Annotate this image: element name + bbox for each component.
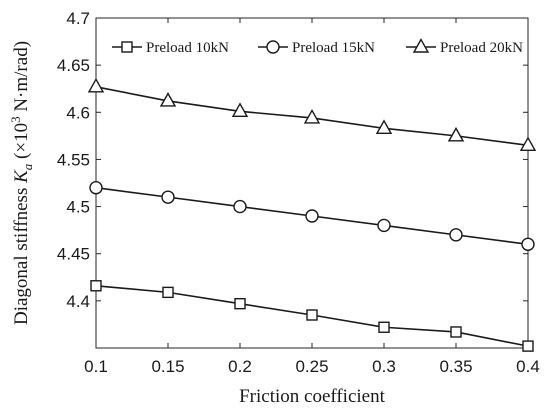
data-point-circle bbox=[233, 199, 247, 214]
data-point-square bbox=[306, 309, 318, 321]
legend: Preload 10kN Preload 15kN Preload 20kN bbox=[112, 38, 523, 56]
legend-label: Preload 10kN bbox=[146, 40, 229, 56]
y-axis-title-unit-close: N·m/rad) bbox=[11, 41, 32, 116]
y-tick-label: 4.6 bbox=[66, 103, 90, 122]
x-tick-label: 0.25 bbox=[295, 357, 328, 376]
data-point-circle bbox=[521, 237, 535, 251]
data-point-square bbox=[378, 321, 390, 333]
series-layer bbox=[87, 77, 537, 352]
plot-area bbox=[95, 17, 529, 349]
y-tick-label: 4.55 bbox=[57, 150, 90, 169]
y-tick-label: 4.65 bbox=[57, 56, 90, 75]
data-point-square bbox=[234, 297, 246, 310]
y-tick-label: 4.7 bbox=[66, 9, 90, 28]
series-1 bbox=[90, 280, 534, 352]
data-point-square bbox=[90, 280, 102, 292]
data-point-triangle bbox=[303, 109, 321, 124]
data-point-circle bbox=[305, 209, 319, 223]
legend-marker-circle bbox=[266, 40, 280, 54]
y-tick-label: 4.5 bbox=[66, 198, 90, 217]
series-2 bbox=[89, 181, 535, 251]
data-point-triangle bbox=[519, 136, 537, 151]
legend-marker-square bbox=[121, 41, 133, 53]
series-3 bbox=[87, 77, 537, 151]
x-tick-label: 0.35 bbox=[439, 357, 472, 376]
data-point-triangle bbox=[375, 119, 393, 135]
data-point-triangle bbox=[87, 77, 105, 93]
data-point-circle bbox=[89, 181, 103, 195]
legend-label: Preload 15kN bbox=[292, 40, 375, 56]
x-tick-label: 0.4 bbox=[516, 357, 540, 376]
data-point-triangle bbox=[159, 92, 177, 107]
x-tick-label: 0.3 bbox=[372, 357, 396, 376]
y-axis-ticks: 4.4 4.45 4.5 4.55 4.6 4.65 4.7 bbox=[57, 9, 528, 311]
x-tick-label: 0.2 bbox=[228, 357, 252, 376]
data-point-circle bbox=[449, 228, 463, 242]
data-point-square bbox=[522, 340, 534, 352]
y-axis-title-symbol: K bbox=[11, 169, 32, 184]
y-axis-title-subscript: a bbox=[20, 163, 35, 170]
x-axis-title: Friction coefficient bbox=[239, 386, 386, 407]
x-tick-label: 0.15 bbox=[151, 357, 184, 376]
data-point-circle bbox=[161, 190, 175, 204]
x-axis-ticks: 0.1 0.15 0.2 0.25 0.3 0.35 0.4 bbox=[84, 18, 540, 376]
y-tick-label: 4.4 bbox=[66, 292, 90, 311]
legend-label: Preload 20kN bbox=[440, 40, 523, 56]
x-tick-label: 0.1 bbox=[84, 357, 108, 376]
y-axis-title-prefix: Diagonal stiffness bbox=[11, 183, 32, 325]
data-point-square bbox=[162, 286, 174, 299]
legend-marker-triangle bbox=[412, 38, 430, 53]
y-axis-title-unit-open: (×10 bbox=[11, 123, 32, 164]
data-point-triangle bbox=[231, 102, 249, 118]
data-point-triangle bbox=[447, 126, 465, 142]
data-point-circle bbox=[377, 218, 391, 233]
y-axis-title-unit-exp: 3 bbox=[8, 116, 23, 123]
y-tick-label: 4.45 bbox=[57, 245, 90, 264]
data-point-square bbox=[450, 326, 462, 338]
y-axis-title: Diagonal stiffness Ka (×103 N·m/rad) bbox=[8, 41, 35, 325]
